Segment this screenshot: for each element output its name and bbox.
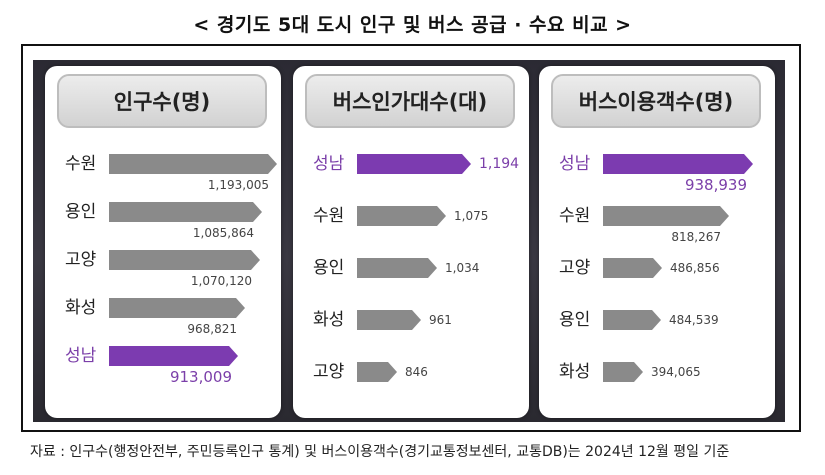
bar-row: 성남 913,009 (45, 346, 281, 394)
bar-row: 고양 1,070,120 (45, 250, 281, 298)
category-label: 성남 (65, 346, 97, 366)
category-label: 화성 (65, 298, 97, 318)
bar (603, 362, 643, 382)
data-label: 1,193,005 (207, 178, 269, 192)
bar (357, 206, 446, 226)
source-footnote: 자료 : 인구수(행정안전부, 주민등록인구 통계) 및 버스이용객수(경기교통… (30, 444, 730, 460)
bar-row: 고양 846 (293, 362, 529, 410)
data-label: 1,034 (445, 261, 480, 275)
category-label: 용인 (313, 258, 345, 278)
panel-title: 인구수(명) (57, 74, 267, 128)
category-label: 성남 (559, 154, 591, 174)
category-label: 수원 (313, 206, 345, 226)
bar-row: 고양 486,856 (539, 258, 775, 306)
bar-row: 용인 1,085,864 (45, 202, 281, 250)
bar-row: 수원 1,075 (293, 206, 529, 254)
bar-row: 성남 1,194 (293, 154, 529, 202)
bar (603, 206, 729, 226)
bar (357, 258, 437, 278)
data-label: 394,065 (651, 365, 701, 379)
panel-population: 인구수(명) 수원 1,193,005 용인 1,085,864 고양 1,070,120… (45, 66, 281, 418)
data-label: 968,821 (187, 322, 237, 336)
data-label: 1,194 (479, 156, 520, 172)
category-label: 고양 (313, 362, 345, 382)
bar-row: 수원 1,193,005 (45, 154, 281, 202)
bar-row: 화성 961 (293, 310, 529, 358)
bar-row: 화성 394,065 (539, 362, 775, 410)
bar (109, 298, 245, 318)
bar (109, 346, 238, 366)
bar (109, 154, 277, 174)
panel-bus-riders: 버스이용객수(명) 성남 938,939 수원 818,267 고양 486,856 용인 4… (539, 66, 775, 418)
bar-row: 용인 484,539 (539, 310, 775, 358)
panel-title: 버스인가대수(대) (305, 74, 515, 128)
category-label: 용인 (65, 202, 97, 222)
bar (109, 202, 262, 222)
bar-row: 성남 938,939 (539, 154, 775, 202)
bar (603, 310, 661, 330)
category-label: 수원 (559, 206, 591, 226)
category-label: 고양 (559, 258, 591, 278)
data-label: 486,856 (670, 261, 720, 275)
panel-title: 버스이용객수(명) (551, 74, 761, 128)
bar-row: 수원 818,267 (539, 206, 775, 254)
panel-bus-count: 버스인가대수(대) 성남 1,194 수원 1,075 용인 1,034 화성 961 고양 84… (293, 66, 529, 418)
bar (357, 154, 471, 174)
category-label: 수원 (65, 154, 97, 174)
page-title: < 경기도 5대 도시 인구 및 버스 공급 · 수요 비교 > (193, 14, 632, 36)
data-label: 913,009 (169, 368, 232, 386)
category-label: 화성 (313, 310, 345, 330)
bar-row: 용인 1,034 (293, 258, 529, 306)
bar (603, 258, 662, 278)
category-label: 고양 (65, 250, 97, 270)
data-label: 1,085,864 (192, 226, 254, 240)
data-label: 961 (429, 313, 452, 327)
bar-row: 화성 968,821 (45, 298, 281, 346)
data-label: 484,539 (669, 313, 719, 327)
data-label: 938,939 (684, 176, 747, 194)
bar (357, 362, 397, 382)
category-label: 용인 (559, 310, 591, 330)
category-label: 화성 (559, 362, 591, 382)
bar (603, 154, 753, 174)
data-label: 1,075 (454, 209, 489, 223)
category-label: 성남 (313, 154, 345, 174)
bar (357, 310, 421, 330)
data-label: 846 (405, 365, 428, 379)
bar (109, 250, 260, 270)
data-label: 1,070,120 (190, 274, 252, 288)
data-label: 818,267 (671, 230, 721, 244)
